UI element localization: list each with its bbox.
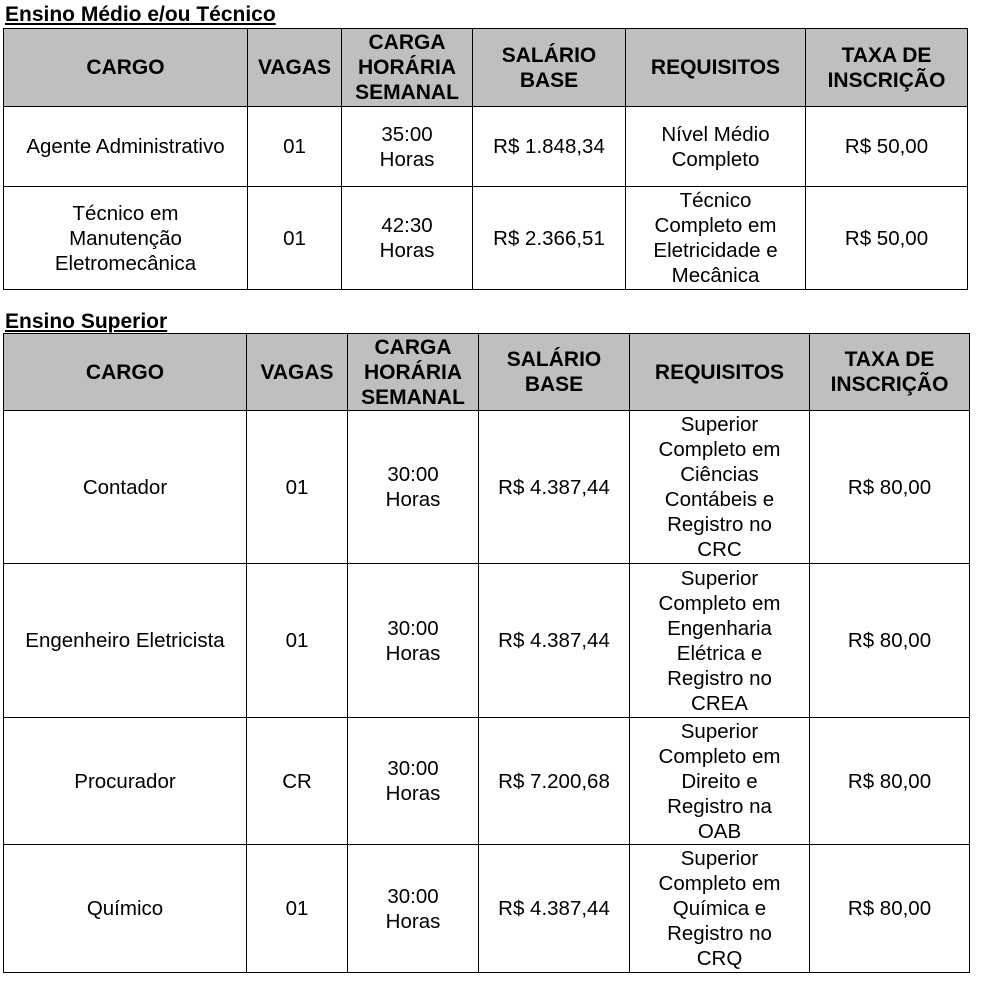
cell-taxa-inscricao: R$ 80,00 bbox=[809, 563, 970, 718]
cell-requisitos: Técnico Completo em Eletricidade e Mecân… bbox=[625, 186, 806, 290]
cell-salario-base: R$ 4.387,44 bbox=[478, 563, 630, 718]
cell-vagas: 01 bbox=[247, 186, 342, 290]
cell-carga-horaria: 30:00 Horas bbox=[347, 844, 479, 973]
cell-cargo: Técnico em Manutenção Eletromecânica bbox=[3, 186, 248, 290]
cell-vagas: 01 bbox=[247, 106, 342, 187]
table-row: Químico 01 30:00 Horas R$ 4.387,44 Super… bbox=[3, 844, 970, 973]
cell-salario-base: R$ 4.387,44 bbox=[478, 410, 630, 564]
cell-taxa-inscricao: R$ 50,00 bbox=[805, 106, 968, 187]
cell-cargo: Contador bbox=[3, 410, 247, 564]
header-salario-base: SALÁRIO BASE bbox=[478, 333, 630, 411]
header-cargo: CARGO bbox=[3, 28, 248, 107]
cell-taxa-inscricao: R$ 80,00 bbox=[809, 410, 970, 564]
table-row: Procurador CR 30:00 Horas R$ 7.200,68 Su… bbox=[3, 717, 970, 845]
cell-salario-base: R$ 7.200,68 bbox=[478, 717, 630, 845]
header-cargo: CARGO bbox=[3, 333, 247, 411]
header-row: CARGO VAGAS CARGA HORÁRIA SEMANAL SALÁRI… bbox=[3, 28, 968, 107]
cell-requisitos: Superior Completo em Ciências Contábeis … bbox=[629, 410, 810, 564]
cell-taxa-inscricao: R$ 80,00 bbox=[809, 844, 970, 973]
cell-vagas: 01 bbox=[246, 844, 348, 973]
cell-salario-base: R$ 2.366,51 bbox=[472, 186, 626, 290]
cell-requisitos: Superior Completo em Química e Registro … bbox=[629, 844, 810, 973]
cell-salario-base: R$ 4.387,44 bbox=[478, 844, 630, 973]
cell-vagas: 01 bbox=[246, 410, 348, 564]
cell-vagas: CR bbox=[246, 717, 348, 845]
cell-carga-horaria: 30:00 Horas bbox=[347, 717, 479, 845]
cell-vagas: 01 bbox=[246, 563, 348, 718]
cell-taxa-inscricao: R$ 80,00 bbox=[809, 717, 970, 845]
cell-requisitos: Superior Completo em Direito e Registro … bbox=[629, 717, 810, 845]
header-requisitos: REQUISITOS bbox=[625, 28, 806, 107]
section-title-ensino-superior: Ensino Superior bbox=[5, 310, 168, 333]
cell-requisitos: Superior Completo em Engenharia Elétrica… bbox=[629, 563, 810, 718]
table-row: Técnico em Manutenção Eletromecânica 01 … bbox=[3, 186, 968, 290]
cell-carga-horaria: 30:00 Horas bbox=[347, 563, 479, 718]
header-taxa-inscricao: TAXA DE INSCRIÇÃO bbox=[809, 333, 970, 411]
header-vagas: VAGAS bbox=[246, 333, 348, 411]
cell-carga-horaria: 30:00 Horas bbox=[347, 410, 479, 564]
cell-carga-horaria: 35:00 Horas bbox=[341, 106, 473, 187]
header-carga-horaria: CARGA HORÁRIA SEMANAL bbox=[341, 28, 473, 107]
cell-taxa-inscricao: R$ 50,00 bbox=[805, 186, 968, 290]
cell-carga-horaria: 42:30 Horas bbox=[341, 186, 473, 290]
header-taxa-inscricao: TAXA DE INSCRIÇÃO bbox=[805, 28, 968, 107]
cell-requisitos: Nível Médio Completo bbox=[625, 106, 806, 187]
table-ensino-superior: CARGO VAGAS CARGA HORÁRIA SEMANAL SALÁRI… bbox=[3, 333, 970, 973]
cell-salario-base: R$ 1.848,34 bbox=[472, 106, 626, 187]
header-carga-horaria: CARGA HORÁRIA SEMANAL bbox=[347, 333, 479, 411]
cell-cargo: Engenheiro Eletricista bbox=[3, 563, 247, 718]
header-requisitos: REQUISITOS bbox=[629, 333, 810, 411]
section-title-ensino-medio: Ensino Médio e/ou Técnico bbox=[5, 3, 276, 26]
table-row: Agente Administrativo 01 35:00 Horas R$ … bbox=[3, 106, 968, 187]
header-vagas: VAGAS bbox=[247, 28, 342, 107]
header-salario-base: SALÁRIO BASE bbox=[472, 28, 626, 107]
cell-cargo: Agente Administrativo bbox=[3, 106, 248, 187]
table-row: Contador 01 30:00 Horas R$ 4.387,44 Supe… bbox=[3, 410, 970, 564]
header-row: CARGO VAGAS CARGA HORÁRIA SEMANAL SALÁRI… bbox=[3, 333, 970, 411]
table-row: Engenheiro Eletricista 01 30:00 Horas R$… bbox=[3, 563, 970, 718]
cell-cargo: Procurador bbox=[3, 717, 247, 845]
cell-cargo: Químico bbox=[3, 844, 247, 973]
table-ensino-medio: CARGO VAGAS CARGA HORÁRIA SEMANAL SALÁRI… bbox=[3, 28, 968, 290]
